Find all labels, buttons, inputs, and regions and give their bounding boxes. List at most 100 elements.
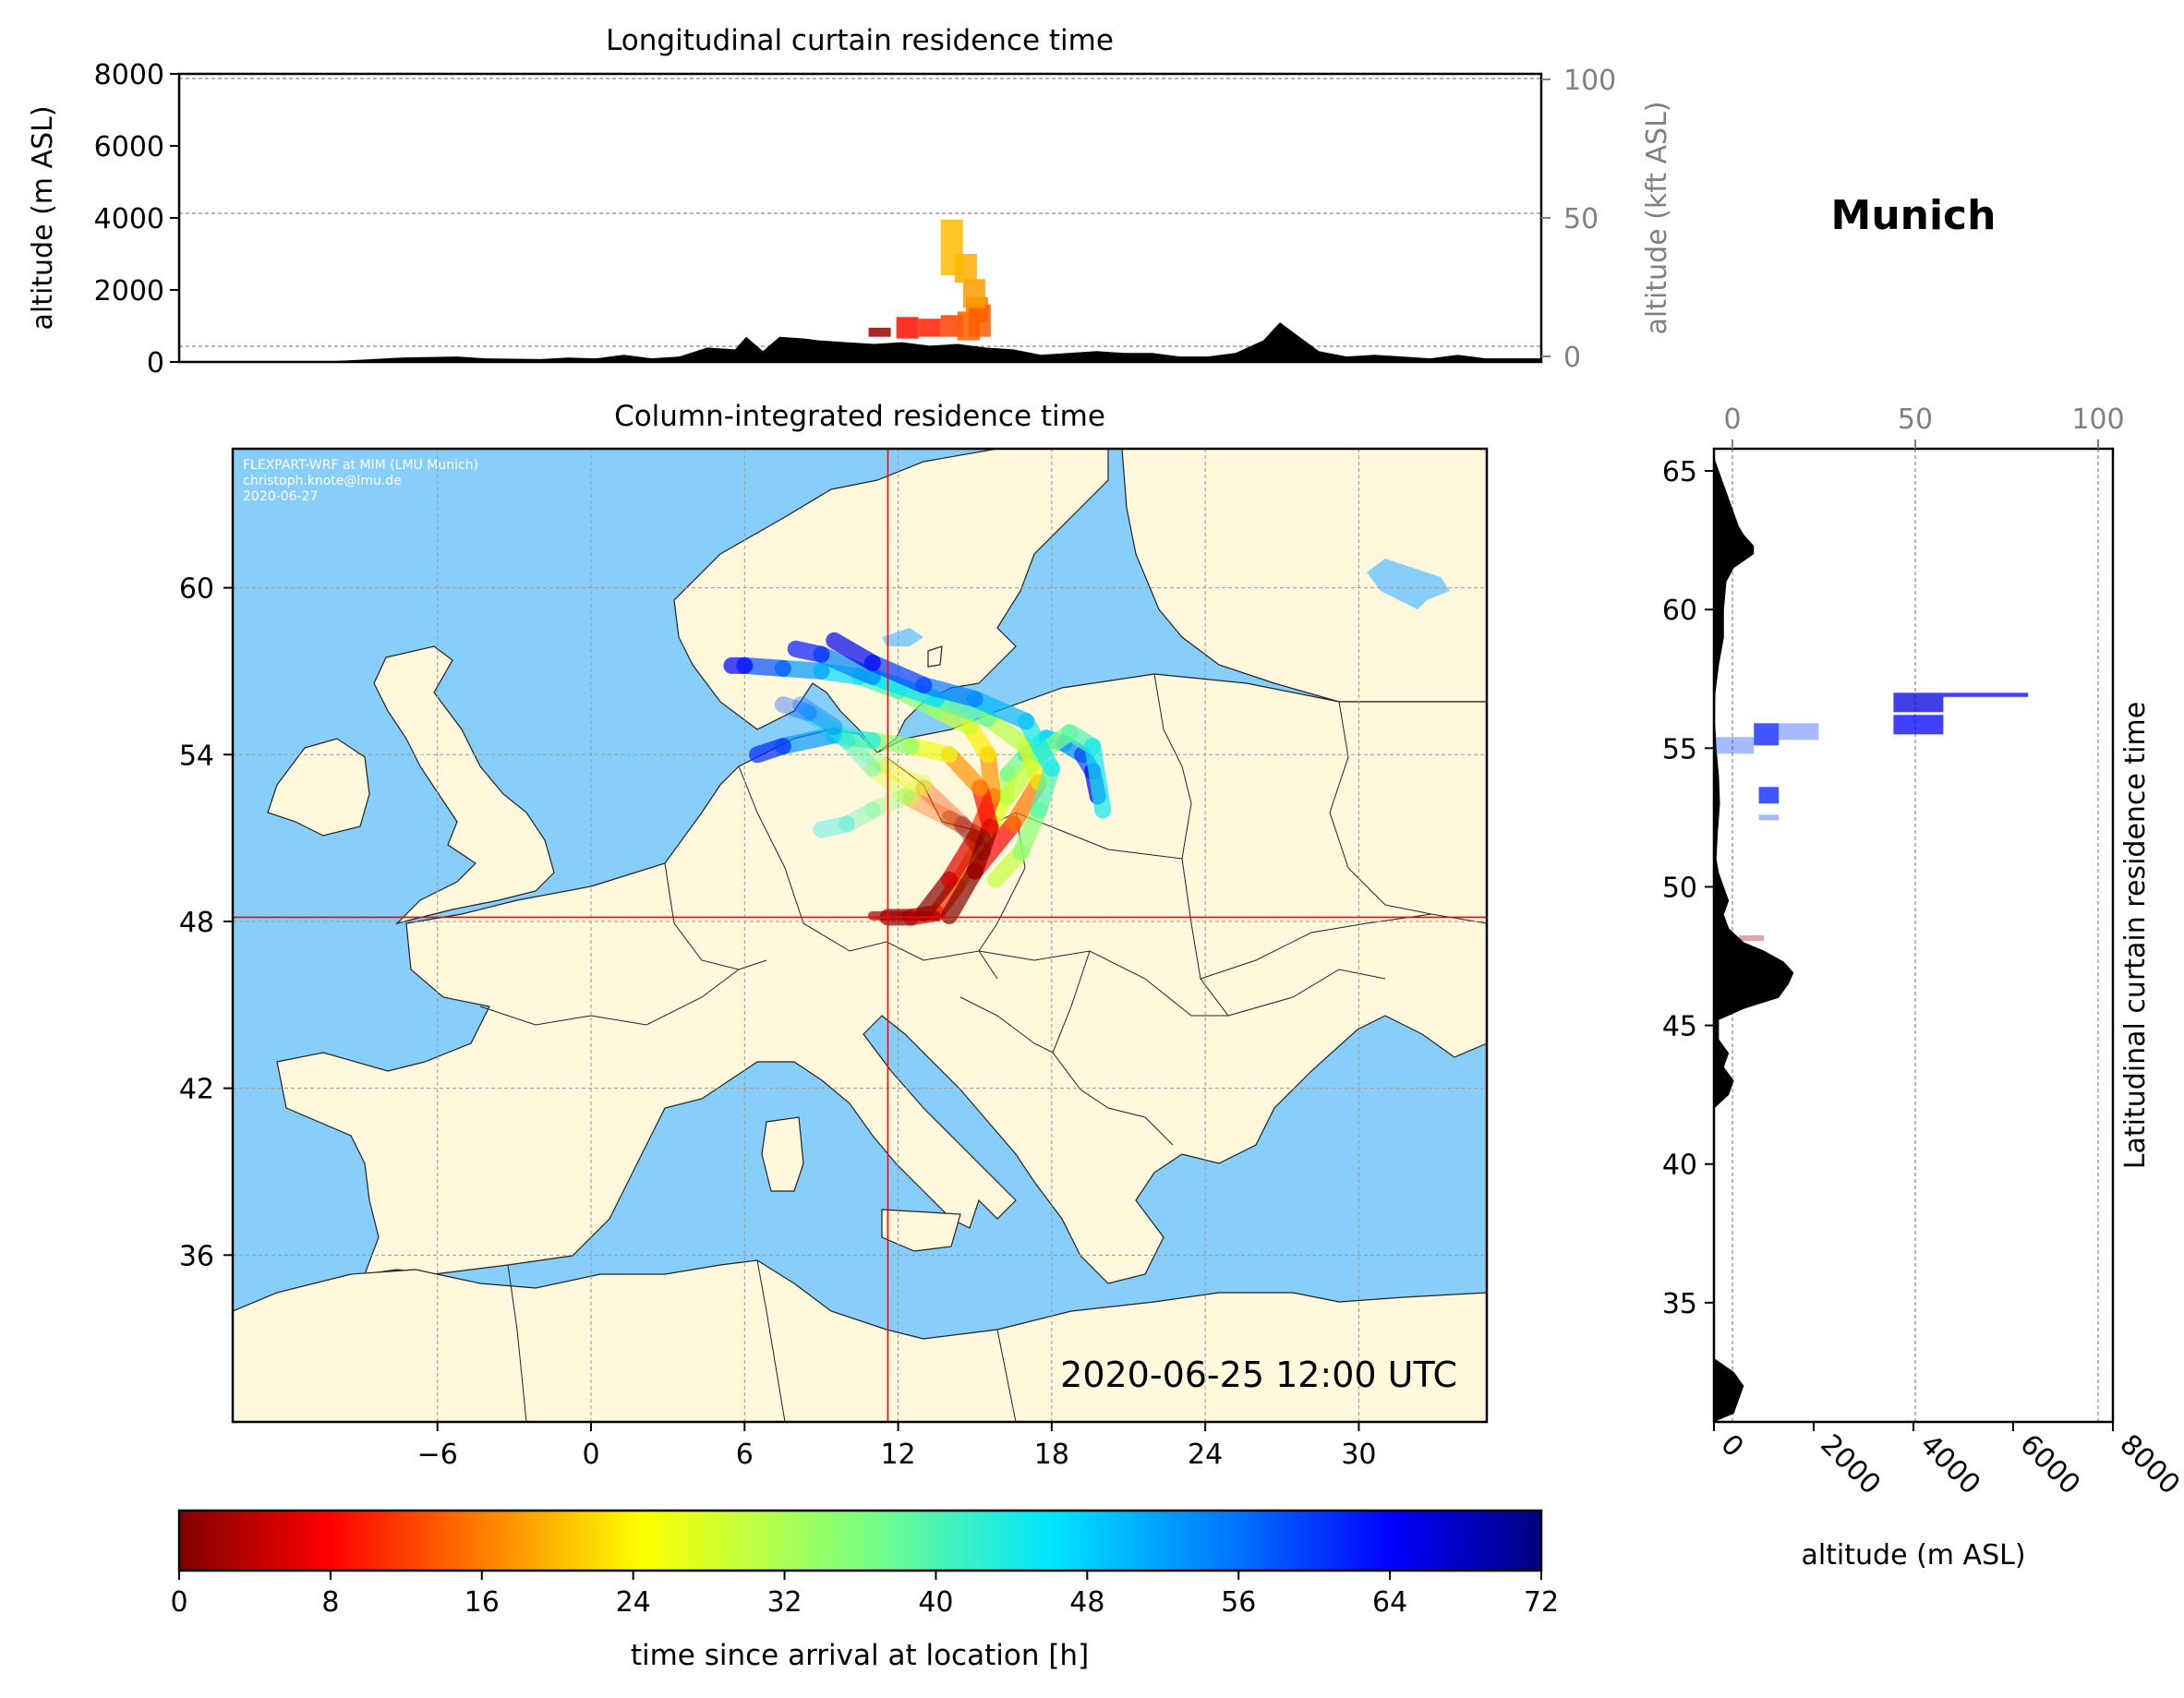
map-credit: FLEXPART-WRF at MIM (LMU Munich) christo…: [243, 458, 478, 504]
lake-ladoga: [1367, 559, 1450, 609]
longitudinal-residence-bar: [918, 319, 941, 337]
latitudinal-x2-ticks: 0 50 100: [1723, 403, 2125, 449]
map-x-ticks: −6 0 6 12 18 24 30: [417, 1422, 1377, 1471]
land-africa: [233, 1259, 1487, 1422]
latitudinal-y-ticks: 35 40 45 50 55 60 65: [1662, 456, 1714, 1320]
colorbar-gradient: [179, 1511, 1541, 1571]
trajectory-segment: [800, 704, 856, 750]
credit-line-1: FLEXPART-WRF at MIM (LMU Munich): [243, 458, 478, 473]
latitudinal-ytick-label: 35: [1662, 1288, 1697, 1320]
longitudinal-frame: [177, 72, 1543, 364]
trajectory-segment: [928, 691, 996, 728]
map-xtick-label: −6: [417, 1439, 458, 1471]
latitudinal-residence-bar: [1758, 787, 1780, 804]
latitudinal-title: Latitudinal curtain residence time: [2119, 702, 2152, 1169]
colorbar-tick-label: 8: [321, 1586, 339, 1619]
trajectory-segment: [813, 815, 856, 838]
colorbar-label: time since arrival at location [h]: [631, 1639, 1089, 1672]
land-finland: [1121, 449, 1487, 703]
longitudinal-y2tick-label: 50: [1563, 203, 1599, 235]
credit-line-3: 2020-06-27: [243, 489, 318, 504]
colorbar-ticks: 0 8 16 24 32 40 48 56 64 72: [170, 1571, 1559, 1619]
latitudinal-x-ticks: 0 2000 4000 6000 8000: [1713, 1422, 2184, 1501]
latitudinal-residence-bar: [1943, 692, 2029, 697]
lakes: [882, 559, 1450, 646]
longitudinal-ytick-label: 4000: [94, 203, 164, 235]
longitudinal-ytick-label: 0: [147, 347, 164, 379]
colorbar-tick-label: 56: [1221, 1586, 1256, 1619]
credit-line-2: christoph.knote@lmu.de: [243, 474, 402, 488]
latitudinal-ytick-label: 50: [1662, 872, 1697, 904]
trajectory-segment: [863, 760, 920, 808]
trajectory-segment: [897, 774, 933, 805]
trajectory-segment: [1084, 738, 1112, 819]
latitudinal-ytick-label: 40: [1662, 1150, 1697, 1182]
map-xtick-label: 18: [1034, 1439, 1069, 1471]
map-xtick-label: 0: [582, 1439, 599, 1471]
map-timestamp: 2020-06-25 12:00 UTC: [1060, 1355, 1457, 1395]
longitudinal-gridlines: [179, 78, 1541, 347]
latitudinal-frame: [1712, 447, 2115, 1424]
longitudinal-y2-ticks: 0 50 100: [1541, 65, 1616, 374]
trajectory-segment: [902, 790, 958, 827]
latitudinal-xtick-label: 2000: [1814, 1428, 1887, 1501]
latitudinal-terrain: [1714, 449, 1794, 1422]
land-gotland: [927, 645, 943, 668]
location-title: Munich: [1831, 192, 1997, 239]
trajectory-segment: [941, 862, 983, 924]
trajectory-segment: [999, 746, 1047, 805]
longitudinal-title: Longitudinal curtain residence time: [606, 24, 1114, 57]
latitudinal-xtick-label: 6000: [2013, 1428, 2086, 1501]
trajectory-segment: [826, 718, 881, 777]
longitudinal-ytick-label: 2000: [94, 275, 164, 307]
latitudinal-xtick-label: 0: [1714, 1428, 1749, 1463]
lake-vanern: [882, 628, 923, 646]
longitudinal-residence-bar: [940, 219, 963, 276]
land-ireland: [267, 738, 370, 837]
latitudinal-residence-bar: [1714, 737, 1755, 754]
longitudinal-y2tick-label: 0: [1563, 342, 1581, 374]
trajectory-segment: [792, 696, 843, 736]
trajectory-segment: [863, 788, 914, 819]
colorbar-tick-label: 48: [1069, 1586, 1104, 1619]
trajectory-segment: [813, 645, 881, 685]
latitudinal-residence-bar: [1758, 814, 1780, 821]
map-ytick-label: 60: [179, 573, 214, 606]
longitudinal-terrain: [179, 322, 1541, 362]
colorbar: 0 8 16 24 32 40 48 56 64 72 time since arrival at…: [170, 1509, 1559, 1672]
latitudinal-ytick-label: 65: [1662, 456, 1697, 488]
map-title: Column-integrated residence time: [614, 400, 1105, 433]
map-xtick-label: 6: [736, 1439, 754, 1471]
longitudinal-residence-bar: [868, 327, 891, 337]
longitudinal-ylabel: altitude (m ASL): [27, 105, 59, 330]
map-xtick-label: 24: [1188, 1439, 1223, 1471]
colorbar-tick-label: 64: [1372, 1586, 1407, 1619]
land-great-britain: [373, 645, 555, 925]
colorbar-tick-label: 24: [616, 1586, 651, 1619]
longitudinal-curtain-panel: Longitudinal curtain residence time 0 200…: [27, 24, 1673, 379]
land-sardinia: [761, 1116, 804, 1192]
colorbar-tick-label: 0: [170, 1586, 187, 1619]
latitudinal-xtick-label: 8000: [2113, 1428, 2184, 1501]
colorbar-tick-label: 40: [918, 1586, 953, 1619]
latitudinal-gridlines: [1732, 449, 2099, 1422]
colorbar-tick-label: 32: [766, 1586, 802, 1619]
trajectory-segment: [876, 757, 933, 797]
longitudinal-ytick-label: 8000: [94, 59, 164, 91]
trajectory-segment: [915, 779, 971, 833]
map-frame: [231, 447, 1489, 1424]
longitudinal-y-ticks: 0 2000 4000 6000 8000: [94, 59, 179, 379]
colorbar-tick-label: 16: [465, 1586, 500, 1619]
latitudinal-residence-bar: [1779, 723, 1819, 741]
latitudinal-plot-area: [1714, 449, 2029, 1422]
latitudinal-ytick-label: 45: [1662, 1011, 1697, 1043]
latitudinal-ytick-label: 60: [1662, 595, 1697, 627]
trajectory-segment: [915, 677, 983, 707]
latitudinal-xtick-label: 4000: [1913, 1428, 1986, 1501]
trajectory-segment: [839, 732, 894, 775]
longitudinal-y2tick-label: 100: [1563, 65, 1616, 97]
map-xtick-label: 30: [1341, 1439, 1376, 1471]
trajectory-segment: [774, 696, 817, 722]
map-ytick-label: 36: [179, 1240, 214, 1272]
